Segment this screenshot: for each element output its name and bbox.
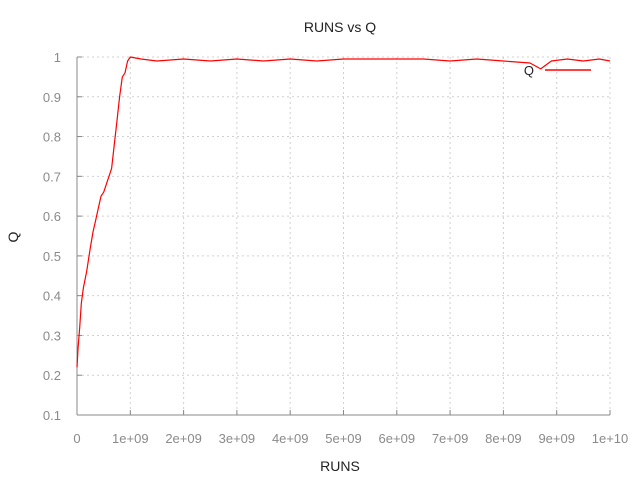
y-tick-label: 0.9 — [43, 90, 61, 105]
y-tick-label: 0.6 — [43, 209, 61, 224]
x-tick-label: 7e+09 — [432, 431, 469, 446]
x-axis-label: RUNS — [320, 458, 360, 474]
y-tick-label: 0.2 — [43, 368, 61, 383]
y-tick-label: 0.7 — [43, 169, 61, 184]
chart-title: RUNS vs Q — [304, 19, 376, 35]
y-tick-label: 0.1 — [43, 408, 61, 423]
series-layer — [76, 56, 611, 368]
axes — [76, 56, 611, 416]
y-tick-label: 1 — [54, 50, 61, 65]
x-tick-label: 6e+09 — [379, 431, 416, 446]
y-tick-label: 0.8 — [43, 130, 61, 145]
x-tick-label: 3e+09 — [219, 431, 256, 446]
series-line-q — [76, 56, 611, 368]
tick-labels: 0 1e+09 2e+09 3e+09 4e+09 5e+09 6e+09 7e+09 8e+0… — [43, 50, 628, 446]
grid — [77, 56, 611, 415]
x-tick-label: 4e+09 — [272, 431, 309, 446]
y-tick-label: 0.4 — [43, 289, 61, 304]
legend: Q — [524, 63, 591, 78]
legend-label-q: Q — [524, 63, 534, 78]
y-axis-label: Q — [5, 231, 21, 242]
x-tick-label: 8e+09 — [485, 431, 522, 446]
y-tick-label: 0.5 — [43, 249, 61, 264]
x-tick-label: 1e+10 — [592, 431, 629, 446]
x-tick-label: 2e+09 — [165, 431, 202, 446]
y-tick-label: 0.3 — [43, 328, 61, 343]
x-tick-label: 1e+09 — [112, 431, 149, 446]
x-tick-label: 5e+09 — [325, 431, 362, 446]
x-tick-label: 0 — [73, 431, 80, 446]
x-tick-label: 9e+09 — [538, 431, 575, 446]
